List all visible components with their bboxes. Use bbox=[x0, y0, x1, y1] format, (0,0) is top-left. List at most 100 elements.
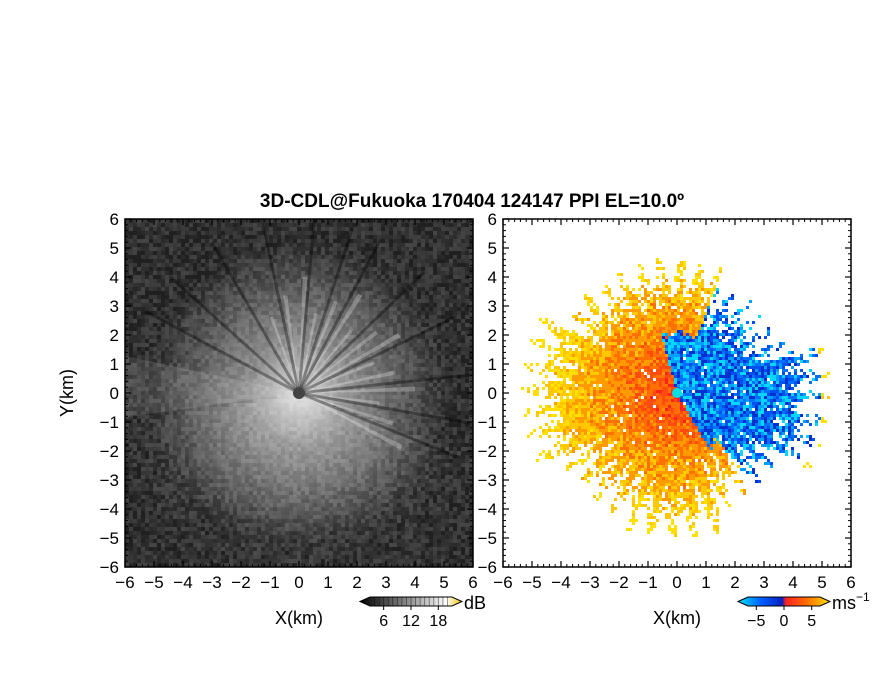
intensity-speckle bbox=[125, 351, 129, 355]
intensity-speckle bbox=[417, 247, 421, 251]
intensity-speckle bbox=[133, 387, 137, 391]
intensity-speckle bbox=[449, 391, 453, 395]
intensity-speckle bbox=[149, 323, 153, 327]
intensity-speckle bbox=[453, 439, 457, 443]
intensity-speckle bbox=[469, 399, 473, 403]
intensity-speckle bbox=[125, 343, 129, 347]
intensity-speckle bbox=[137, 359, 141, 363]
intensity-speckle bbox=[465, 327, 469, 331]
intensity-speckle bbox=[205, 239, 209, 243]
intensity-speckle bbox=[229, 239, 233, 243]
intensity-speckle bbox=[461, 483, 465, 487]
intensity-speckle bbox=[157, 459, 161, 463]
intensity-speckle bbox=[177, 267, 181, 271]
intensity-speckle bbox=[465, 331, 469, 335]
intensity-speckle bbox=[429, 483, 433, 487]
intensity-speckle bbox=[129, 431, 133, 435]
intensity-speckle bbox=[145, 391, 149, 395]
intensity-speckle bbox=[405, 219, 409, 223]
intensity-speckle bbox=[141, 291, 145, 295]
intensity-speckle bbox=[125, 291, 129, 295]
intensity-speckle bbox=[437, 471, 441, 475]
intensity-speckle bbox=[441, 483, 445, 487]
intensity-speckle bbox=[161, 271, 165, 275]
intensity-speckle bbox=[441, 231, 445, 235]
intensity-speckle bbox=[125, 423, 129, 427]
intensity-speckle bbox=[181, 227, 185, 231]
intensity-speckle bbox=[369, 243, 373, 247]
intensity-speckle bbox=[165, 263, 169, 267]
intensity-speckle bbox=[401, 275, 405, 279]
intensity-speckle bbox=[469, 299, 473, 303]
intensity-speckle bbox=[445, 343, 449, 347]
intensity-speckle bbox=[457, 479, 461, 483]
intensity-speckle bbox=[405, 255, 409, 259]
intensity-speckle bbox=[433, 243, 437, 247]
intensity-speckle bbox=[173, 295, 177, 299]
intensity-speckle bbox=[441, 335, 445, 339]
intensity-speckle bbox=[217, 227, 221, 231]
intensity-speckle bbox=[385, 231, 389, 235]
intensity-speckle bbox=[457, 395, 461, 399]
intensity-speckle bbox=[437, 455, 441, 459]
intensity-speckle bbox=[429, 319, 433, 323]
intensity-speckle bbox=[449, 403, 453, 407]
intensity-speckle bbox=[149, 243, 153, 247]
intensity-speckle bbox=[369, 251, 373, 255]
intensity-speckle bbox=[245, 247, 249, 251]
intensity-speckle bbox=[413, 271, 417, 275]
intensity-speckle bbox=[153, 311, 157, 315]
intensity-speckle bbox=[469, 395, 473, 399]
intensity-speckle bbox=[125, 219, 129, 223]
intensity-speckle bbox=[457, 343, 461, 347]
intensity-speckle bbox=[465, 411, 469, 415]
intensity-speckle bbox=[157, 467, 161, 471]
intensity-speckle bbox=[381, 219, 385, 223]
intensity-speckle bbox=[453, 411, 457, 415]
intensity-speckle bbox=[449, 447, 453, 451]
intensity-speckle bbox=[157, 283, 161, 287]
intensity-speckle bbox=[141, 451, 145, 455]
intensity-speckle bbox=[453, 267, 457, 271]
intensity-speckle bbox=[169, 471, 173, 475]
intensity-speckle bbox=[141, 323, 145, 327]
intensity-speckle bbox=[129, 475, 133, 479]
intensity-speckle bbox=[361, 235, 365, 239]
intensity-speckle bbox=[133, 355, 137, 359]
intensity-speckle bbox=[469, 435, 473, 439]
intensity-speckle bbox=[125, 239, 129, 243]
intensity-speckle bbox=[137, 479, 141, 483]
intensity-speckle bbox=[181, 263, 185, 267]
intensity-speckle bbox=[421, 299, 425, 303]
intensity-speckle bbox=[469, 431, 473, 435]
intensity-speckle bbox=[153, 479, 157, 483]
intensity-speckle bbox=[397, 275, 401, 279]
intensity-speckle bbox=[413, 295, 417, 299]
intensity-speckle bbox=[137, 351, 141, 355]
intensity-speckle bbox=[129, 407, 133, 411]
intensity-speckle bbox=[277, 231, 281, 235]
intensity-speckle bbox=[145, 251, 149, 255]
intensity-speckle bbox=[193, 279, 197, 283]
intensity-speckle bbox=[153, 243, 157, 247]
intensity-speckle bbox=[165, 279, 169, 283]
intensity-speckle bbox=[313, 227, 317, 231]
intensity-speckle bbox=[245, 223, 249, 227]
intensity-speckle bbox=[189, 223, 193, 227]
intensity-speckle bbox=[125, 355, 129, 359]
intensity-speckle bbox=[441, 463, 445, 467]
intensity-speckle bbox=[153, 467, 157, 471]
intensity-speckle bbox=[133, 379, 137, 383]
intensity-speckle bbox=[441, 323, 445, 327]
intensity-speckle bbox=[445, 295, 449, 299]
intensity-speckle bbox=[297, 239, 301, 243]
intensity-speckle bbox=[153, 439, 157, 443]
intensity-speckle bbox=[465, 251, 469, 255]
intensity-speckle bbox=[149, 467, 153, 471]
intensity-speckle bbox=[437, 311, 441, 315]
intensity-speckle bbox=[209, 219, 213, 223]
intensity-speckle bbox=[137, 459, 141, 463]
intensity-speckle bbox=[437, 475, 441, 479]
intensity-speckle bbox=[453, 431, 457, 435]
intensity-speckle bbox=[177, 275, 181, 279]
